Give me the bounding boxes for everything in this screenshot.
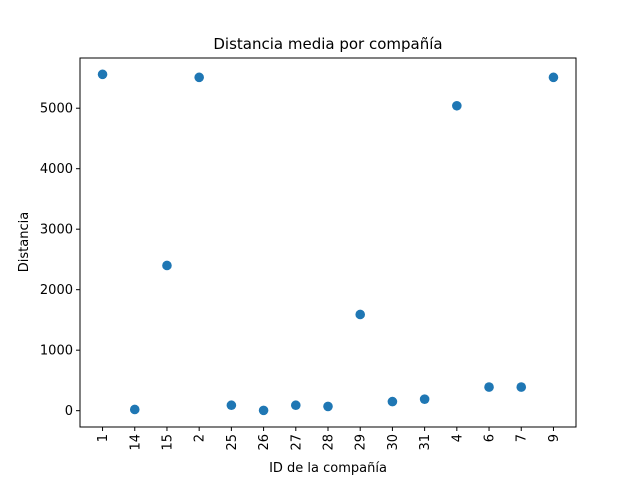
x-tick-label: 30 bbox=[386, 434, 401, 451]
data-point bbox=[516, 382, 527, 392]
x-tick-label: 29 bbox=[354, 434, 369, 451]
data-point bbox=[452, 100, 462, 111]
data-point bbox=[387, 396, 398, 407]
x-tick-label: 2 bbox=[193, 434, 208, 442]
y-tick-label: 0 bbox=[65, 404, 73, 419]
plot-area: 0 1000 2000 3000 4000 5000 1 14 15 2 25 26 27 28 29 30 3… bbox=[40, 57, 577, 451]
y-tick-label: 4000 bbox=[40, 162, 73, 177]
data-point bbox=[548, 72, 559, 83]
data-point bbox=[484, 382, 494, 392]
x-tick-label: 25 bbox=[225, 434, 240, 451]
data-point bbox=[194, 72, 204, 83]
x-tick-label: 9 bbox=[547, 434, 562, 442]
data-point bbox=[323, 401, 333, 412]
data-point bbox=[258, 405, 269, 416]
data-point bbox=[97, 69, 108, 80]
x-tick-label: 26 bbox=[257, 434, 272, 451]
x-tick-label: 4 bbox=[450, 434, 465, 442]
x-axis-title: ID de la compañía bbox=[269, 461, 387, 476]
x-tick-label: 14 bbox=[128, 434, 143, 451]
data-point bbox=[129, 404, 140, 415]
x-tick-label: 7 bbox=[515, 434, 530, 442]
x-tick-label: 15 bbox=[160, 434, 175, 451]
y-tick-label: 2000 bbox=[40, 283, 73, 298]
data-point bbox=[162, 260, 172, 271]
x-tick-label: 1 bbox=[96, 434, 111, 442]
y-tick-label: 5000 bbox=[40, 102, 73, 117]
data-point bbox=[419, 394, 430, 404]
data-point bbox=[226, 400, 237, 411]
x-tick-label: 6 bbox=[483, 434, 498, 442]
y-tick-label: 1000 bbox=[40, 344, 73, 359]
x-tick-label: 28 bbox=[322, 434, 337, 451]
x-tick-label: 31 bbox=[418, 434, 433, 451]
y-axis-title: Distancia bbox=[17, 212, 32, 272]
y-tick-label: 3000 bbox=[40, 223, 73, 238]
data-point bbox=[290, 400, 301, 411]
x-tick-label: 27 bbox=[289, 434, 304, 451]
data-point bbox=[355, 309, 366, 320]
chart-title: Distancia media por compañía bbox=[213, 35, 442, 53]
